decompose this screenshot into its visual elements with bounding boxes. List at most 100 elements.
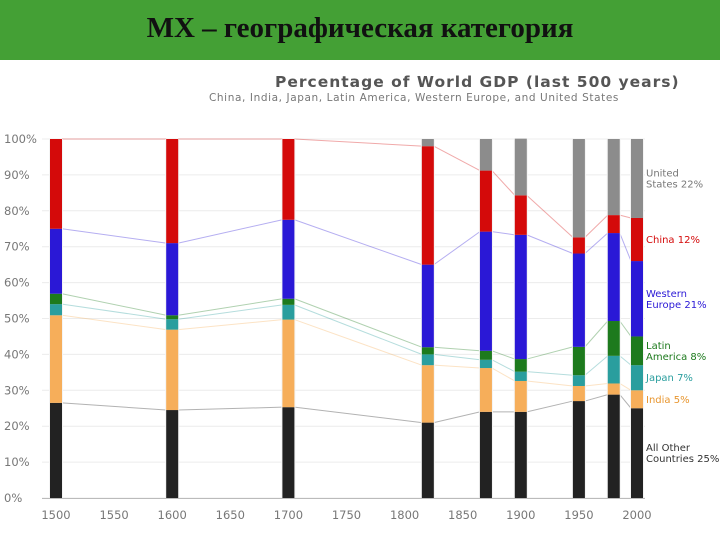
bar-segment bbox=[607, 233, 620, 322]
grid bbox=[42, 138, 645, 499]
bar-segment bbox=[572, 401, 585, 498]
y-tick-label: 50% bbox=[4, 312, 30, 326]
bar-segment bbox=[421, 264, 434, 348]
x-tick-label: 1650 bbox=[216, 508, 245, 522]
bar-segment bbox=[607, 139, 620, 216]
connector-line bbox=[294, 219, 423, 266]
connector-line bbox=[526, 194, 574, 238]
chart-subtitle: China, India, Japan, Latin America, West… bbox=[209, 92, 619, 104]
connector-line bbox=[433, 231, 481, 266]
connector-line bbox=[178, 406, 283, 411]
bar-segment bbox=[479, 139, 492, 171]
bar-segment bbox=[421, 354, 434, 366]
gdp-chart: Percentage of World GDP (last 500 years)… bbox=[4, 73, 719, 522]
bar-segment bbox=[282, 139, 295, 220]
bar-segment bbox=[514, 234, 527, 360]
connector-line bbox=[619, 320, 632, 337]
connector-line bbox=[619, 355, 632, 366]
bar-segment bbox=[166, 243, 179, 316]
x-tick-label: 1950 bbox=[564, 508, 593, 522]
connector-line bbox=[584, 355, 609, 376]
connector-line bbox=[294, 406, 422, 424]
bar-segment bbox=[166, 315, 179, 320]
bar-segment bbox=[514, 371, 527, 381]
bar-segment bbox=[479, 368, 492, 412]
connector-line bbox=[61, 303, 167, 320]
connector-line bbox=[178, 219, 283, 244]
bar-segment bbox=[166, 410, 179, 498]
chart-title: Percentage of World GDP (last 500 years) bbox=[275, 73, 680, 91]
connector-line bbox=[294, 298, 423, 348]
y-tick-label: 100% bbox=[4, 132, 37, 146]
connector-line bbox=[61, 228, 167, 244]
connector-line bbox=[178, 319, 283, 331]
bar-segment bbox=[631, 336, 643, 366]
bar-segment bbox=[421, 365, 434, 423]
connector-line bbox=[433, 411, 481, 424]
legend-label: Countries 25% bbox=[646, 454, 719, 465]
x-tick-label: 1850 bbox=[448, 508, 477, 522]
bar-segment bbox=[631, 261, 643, 337]
bar-segment bbox=[479, 350, 492, 360]
connector-line bbox=[61, 314, 167, 331]
y-tick-label: 40% bbox=[4, 347, 30, 361]
connector-line bbox=[584, 214, 609, 238]
connector-line bbox=[491, 367, 516, 382]
connector-line bbox=[619, 383, 632, 391]
connector-line bbox=[433, 353, 480, 361]
connector-line bbox=[433, 346, 480, 352]
bar-segment bbox=[421, 146, 434, 265]
bar-segment bbox=[479, 411, 492, 498]
bar-segment bbox=[607, 394, 620, 498]
bar-segment bbox=[282, 319, 295, 408]
bar-segment bbox=[282, 407, 295, 498]
x-tick-label: 1700 bbox=[274, 508, 303, 522]
bar-segment bbox=[479, 170, 492, 232]
bar-segment bbox=[282, 298, 295, 305]
bar-segment bbox=[479, 231, 492, 351]
bar-segment bbox=[166, 319, 179, 330]
bar-segment bbox=[607, 355, 620, 384]
bar-segment bbox=[572, 385, 585, 402]
bar-segment bbox=[572, 346, 585, 376]
connector-line bbox=[61, 402, 167, 411]
y-tick-label: 70% bbox=[4, 240, 30, 254]
bar-segment bbox=[50, 139, 62, 229]
bar-segment bbox=[50, 315, 62, 403]
connector-line bbox=[584, 394, 608, 402]
connector-line bbox=[584, 232, 609, 254]
x-tick-label: 1500 bbox=[41, 508, 70, 522]
bar-segment bbox=[631, 365, 643, 391]
bar-segment bbox=[631, 390, 643, 409]
bar-segment bbox=[50, 228, 62, 294]
y-tick-label: 80% bbox=[4, 204, 30, 218]
connector-line bbox=[61, 293, 167, 316]
bar-segment bbox=[514, 411, 527, 498]
connector-line bbox=[584, 320, 609, 348]
bar-segment bbox=[631, 217, 643, 262]
bar-segment bbox=[572, 139, 585, 238]
connector-line bbox=[491, 350, 515, 360]
x-tick-label: 1900 bbox=[506, 508, 535, 522]
connector-line bbox=[526, 400, 574, 413]
x-tick-label: 2000 bbox=[622, 508, 651, 522]
x-tick-label: 1550 bbox=[99, 508, 128, 522]
bar-segment bbox=[607, 321, 620, 356]
bar-segment bbox=[166, 329, 179, 411]
legend-label: States 22% bbox=[646, 179, 703, 190]
bar-segment bbox=[607, 383, 620, 395]
connector-line bbox=[178, 304, 283, 320]
legend-label: All Other bbox=[646, 443, 691, 454]
y-tick-label: 0% bbox=[4, 491, 22, 505]
bar-segment bbox=[421, 139, 434, 147]
connector-lines bbox=[61, 138, 632, 424]
bar-segment bbox=[479, 359, 492, 369]
connector-line bbox=[619, 394, 632, 409]
axes: 0% 10% 20% 30% 40% 50% 60% 70% 80% 90% 100% 1500 155… bbox=[4, 132, 652, 522]
bar-segment bbox=[421, 347, 434, 355]
legend-label: America 8% bbox=[646, 352, 706, 363]
connector-line bbox=[526, 380, 573, 387]
y-tick-label: 60% bbox=[4, 276, 30, 290]
bars bbox=[49, 138, 644, 498]
